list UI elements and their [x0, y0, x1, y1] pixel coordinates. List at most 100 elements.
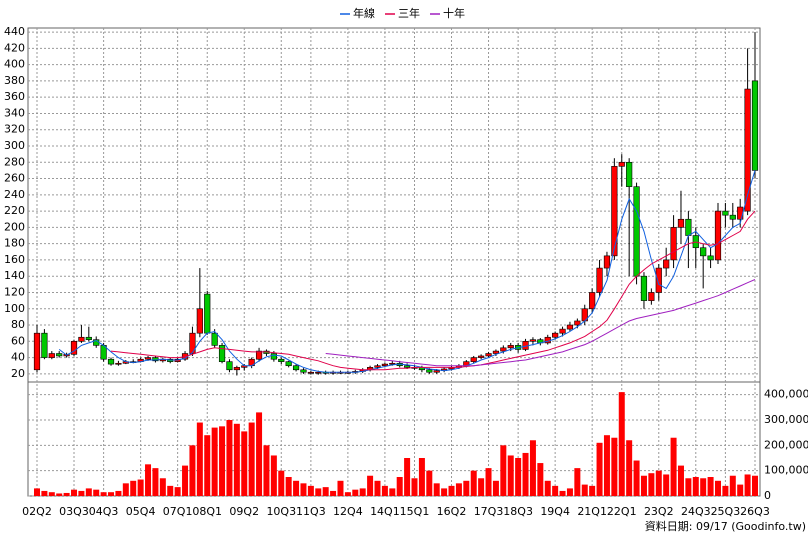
volume-bar [737, 484, 744, 496]
y-tick-label: 280 [4, 155, 25, 168]
volume-bar [367, 475, 374, 496]
volume-bar [500, 445, 507, 496]
x-tick-label: 16Q2 [437, 505, 467, 518]
volume-bar [389, 488, 396, 496]
volume-bar [633, 460, 640, 496]
volume-bar [559, 490, 566, 496]
candle-body [255, 350, 263, 360]
x-tick-label: 25Q3 [711, 505, 741, 518]
volume-bar [241, 431, 248, 496]
volume-bar [589, 485, 596, 496]
volume-bar [263, 445, 270, 496]
volume-bar [418, 458, 425, 496]
volume-bar [433, 483, 440, 496]
y-tick-label: 440 [4, 25, 25, 38]
candle-body [48, 353, 55, 358]
candle-body [278, 358, 285, 362]
candle-body [381, 363, 388, 367]
plot-frame [27, 27, 761, 497]
ma-line [325, 279, 756, 367]
candle-body [618, 161, 625, 167]
candle-body [270, 353, 277, 360]
volume-bar [492, 480, 499, 496]
candle-body [566, 324, 574, 330]
y-tick-label: 380 [4, 74, 25, 87]
candle-body [189, 332, 196, 354]
candle-body [626, 161, 633, 187]
volume-bar [426, 470, 433, 496]
x-tick-label: 11Q3 [296, 505, 326, 518]
y-tick-label: 20 [11, 367, 25, 380]
x-tick-label: 04Q3 [89, 505, 119, 518]
y-tick-label: 180 [4, 237, 25, 250]
ma-line [110, 210, 756, 371]
volume-bar [581, 484, 588, 496]
candle-body [500, 347, 507, 352]
volume-bar [174, 487, 181, 496]
volume-bar [515, 458, 522, 496]
candle-body [685, 218, 692, 236]
x-tick-label: 03Q3 [59, 505, 89, 518]
volume-bar [270, 455, 277, 496]
volume-bar [248, 422, 255, 496]
volume-bar [603, 435, 610, 496]
candle-body [300, 369, 307, 373]
x-tick-label: 10Q3 [266, 505, 296, 518]
candle-body [285, 361, 292, 367]
candle-body [633, 186, 640, 277]
volume-bar [470, 470, 477, 496]
ma-line [58, 170, 756, 373]
x-tick-label: 24Q3 [681, 505, 711, 518]
volume-bar [285, 477, 292, 496]
candle-body [107, 358, 115, 365]
volume-bar [507, 455, 514, 496]
y-tick-label: 60 [11, 334, 25, 347]
candle-body [470, 357, 477, 362]
candle-body [144, 357, 152, 360]
x-tick-label: 22Q1 [607, 505, 637, 518]
candle-body [729, 214, 736, 220]
candle-body [529, 339, 537, 342]
volume-bar [692, 477, 699, 496]
volume-bar [455, 483, 462, 496]
volume-bar [359, 488, 366, 496]
volume-bar [256, 412, 263, 496]
volume-bar [330, 490, 337, 496]
volume-bar [145, 464, 152, 496]
candle-body [552, 332, 559, 338]
volume-bar [352, 489, 359, 496]
volume-bar [729, 475, 736, 496]
volume-bar [93, 489, 100, 496]
volume-bar [34, 488, 40, 496]
volume-bar [63, 492, 70, 496]
candle-body [596, 267, 603, 293]
volume-bar [211, 427, 218, 496]
volume-bar [722, 485, 729, 496]
candle-body [70, 341, 78, 355]
x-tick-label: 09Q2 [229, 505, 259, 518]
y-tick-label: 120 [4, 285, 25, 298]
x-tick-label: 18Q3 [503, 505, 533, 518]
volume-bar [626, 440, 633, 496]
volume-bar [404, 458, 411, 496]
y-tick-label: 220 [4, 204, 25, 217]
candle-body [389, 362, 396, 365]
candle-body [589, 292, 596, 310]
x-tick-label: 23Q2 [644, 505, 674, 518]
candle-body [744, 88, 751, 212]
volume-bar [204, 435, 211, 496]
candle-body [670, 227, 677, 261]
volume-bar [544, 480, 551, 496]
x-tick-label: 14Q1 [370, 505, 400, 518]
volume-bar [337, 480, 344, 496]
candle-body [404, 365, 411, 368]
candle-body [211, 332, 218, 346]
y-tick-label: 260 [4, 172, 25, 185]
volume-bar [278, 470, 285, 496]
candle-body [218, 345, 226, 362]
volume-bar [396, 477, 403, 496]
y-tick-label: 360 [4, 90, 25, 103]
x-tick-label: 08Q1 [192, 505, 222, 518]
source-note: 資料日期: 09/17 (Goodinfo.tw) [645, 519, 806, 533]
candle-body [374, 365, 381, 368]
